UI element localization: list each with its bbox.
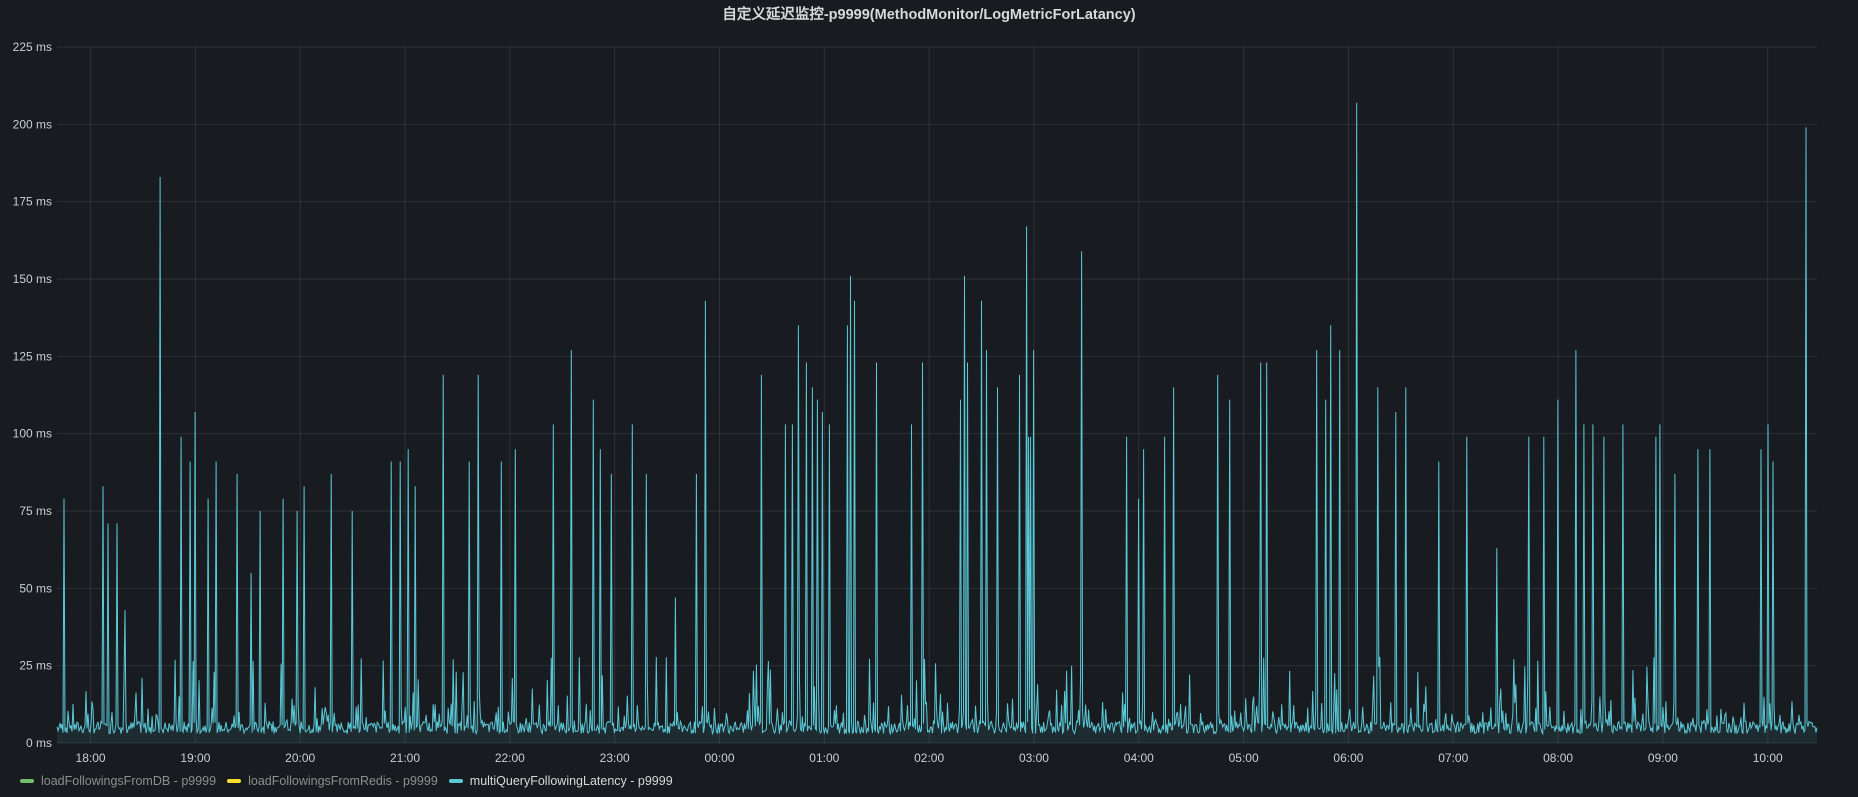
series-layer [56, 102, 1818, 743]
y-tick-label: 125 ms [13, 349, 52, 363]
x-tick-label: 22:00 [495, 751, 525, 765]
x-tick-label: 02:00 [914, 751, 944, 765]
x-tick-label: 00:00 [704, 751, 734, 765]
x-tick-label: 06:00 [1333, 751, 1363, 765]
y-tick-label: 25 ms [19, 659, 52, 673]
legend-item-loadfollowingsfromredis[interactable]: loadFollowingsFromRedis - p9999 [227, 774, 438, 788]
legend: loadFollowingsFromDB - p9999 loadFollowi… [20, 772, 673, 790]
legend-swatch [448, 779, 463, 783]
x-tick-label: 04:00 [1124, 751, 1154, 765]
x-tick-label: 07:00 [1438, 751, 1468, 765]
legend-swatch [20, 779, 34, 783]
y-tick-label: 225 ms [13, 40, 52, 54]
x-tick-label: 23:00 [600, 751, 630, 765]
legend-item-multiqueryfollowinglatency[interactable]: multiQueryFollowingLatency - p9999 [448, 774, 673, 788]
y-tick-label: 200 ms [13, 117, 52, 131]
x-tick-label: 09:00 [1648, 751, 1678, 765]
x-tick-label: 01:00 [809, 751, 839, 765]
legend-label: loadFollowingsFromDB - p9999 [41, 774, 217, 788]
x-tick-label: 08:00 [1543, 751, 1573, 765]
legend-swatch [227, 779, 242, 783]
latency-line-chart[interactable]: 0 ms 25 ms 50 ms 75 ms 100 ms 125 ms 150 ms 175… [0, 0, 1858, 770]
y-tick-label: 175 ms [13, 195, 52, 209]
y-tick-label: 100 ms [13, 427, 52, 441]
x-tick-label: 10:00 [1753, 751, 1783, 765]
legend-label: multiQueryFollowingLatency - p9999 [469, 774, 673, 788]
x-tick-label: 03:00 [1019, 751, 1049, 765]
x-tick-label: 18:00 [76, 751, 106, 765]
x-tick-label: 20:00 [285, 751, 315, 765]
series-area-multiqueryfollowinglatency [57, 102, 1817, 743]
y-axis: 0 ms 25 ms 50 ms 75 ms 100 ms 125 ms 150 ms 175… [13, 40, 52, 750]
legend-item-loadfollowingsfromdb[interactable]: loadFollowingsFromDB - p9999 [20, 774, 216, 788]
y-tick-label: 0 ms [26, 736, 52, 750]
legend-label: loadFollowingsFromRedis - p9999 [248, 774, 438, 788]
series-line-multiqueryfollowinglatency[interactable] [56, 102, 1818, 736]
x-tick-label: 21:00 [390, 751, 420, 765]
y-tick-label: 50 ms [19, 581, 52, 595]
y-tick-label: 150 ms [13, 272, 52, 286]
x-tick-label: 05:00 [1229, 751, 1259, 765]
y-tick-label: 75 ms [19, 504, 52, 518]
grid-lines [57, 46, 1817, 744]
x-tick-label: 19:00 [180, 751, 210, 765]
x-axis: 18:00 19:00 20:00 21:00 22:00 23:00 00:00 01:00… [76, 751, 1784, 765]
panel-title[interactable]: 自定义延迟监控-p9999(MethodMonitor/LogMetricFor… [722, 7, 1136, 23]
